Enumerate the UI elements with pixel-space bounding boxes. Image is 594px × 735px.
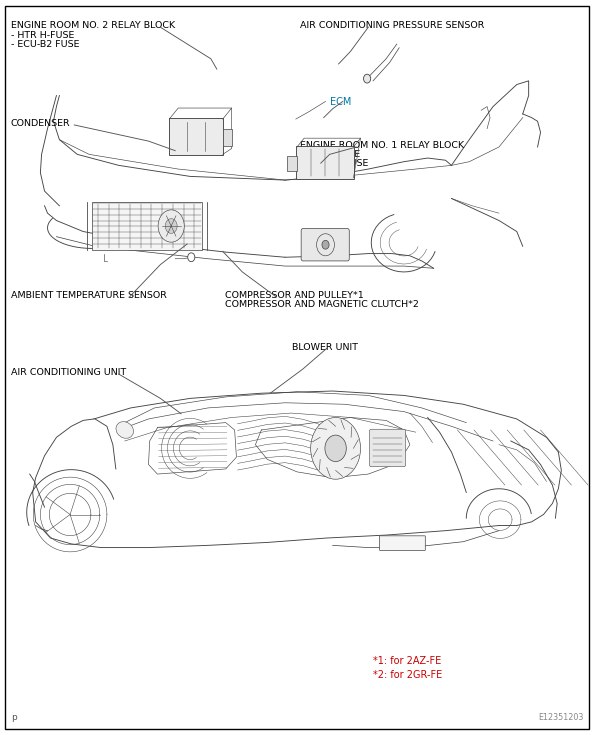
Text: AIR CONDITIONING UNIT: AIR CONDITIONING UNIT <box>11 368 126 377</box>
Ellipse shape <box>116 422 134 438</box>
Text: E12351203: E12351203 <box>538 713 583 722</box>
Text: BLOWER UNIT: BLOWER UNIT <box>292 343 358 351</box>
Text: COMPRESSOR AND PULLEY*1: COMPRESSOR AND PULLEY*1 <box>225 291 364 300</box>
Circle shape <box>325 435 346 462</box>
Circle shape <box>311 417 361 479</box>
Bar <box>92 202 202 250</box>
Text: - MAIN H-FUSE: - MAIN H-FUSE <box>300 159 368 168</box>
FancyBboxPatch shape <box>369 429 406 467</box>
Bar <box>287 156 297 171</box>
Text: ECM: ECM <box>330 97 351 107</box>
Circle shape <box>188 253 195 262</box>
Text: AMBIENT TEMPERATURE SENSOR: AMBIENT TEMPERATURE SENSOR <box>11 291 166 300</box>
Text: *2: for 2GR-FE: *2: for 2GR-FE <box>373 670 443 680</box>
Circle shape <box>364 74 371 83</box>
Text: COMPRESSOR AND MAGNETIC CLUTCH*2: COMPRESSOR AND MAGNETIC CLUTCH*2 <box>225 301 418 309</box>
Circle shape <box>322 240 329 249</box>
Text: - ALT H-FUSE: - ALT H-FUSE <box>300 151 360 159</box>
Text: AIR CONDITIONING PRESSURE SENSOR: AIR CONDITIONING PRESSURE SENSOR <box>300 21 484 30</box>
FancyBboxPatch shape <box>169 118 223 155</box>
Text: ENGINE ROOM NO. 2 RELAY BLOCK: ENGINE ROOM NO. 2 RELAY BLOCK <box>11 21 175 30</box>
FancyBboxPatch shape <box>301 229 349 261</box>
Circle shape <box>165 219 177 234</box>
Text: - HTR H-FUSE: - HTR H-FUSE <box>11 31 74 40</box>
Text: - ECU-B2 FUSE: - ECU-B2 FUSE <box>11 40 79 49</box>
FancyBboxPatch shape <box>296 146 354 179</box>
Text: *1: for 2AZ-FE: *1: for 2AZ-FE <box>373 656 441 666</box>
FancyBboxPatch shape <box>380 536 425 551</box>
Bar <box>223 129 232 146</box>
Text: p: p <box>11 713 17 722</box>
Text: ENGINE ROOM NO. 1 RELAY BLOCK: ENGINE ROOM NO. 1 RELAY BLOCK <box>300 141 464 150</box>
Text: CONDENSER: CONDENSER <box>11 119 70 128</box>
Circle shape <box>158 210 184 243</box>
